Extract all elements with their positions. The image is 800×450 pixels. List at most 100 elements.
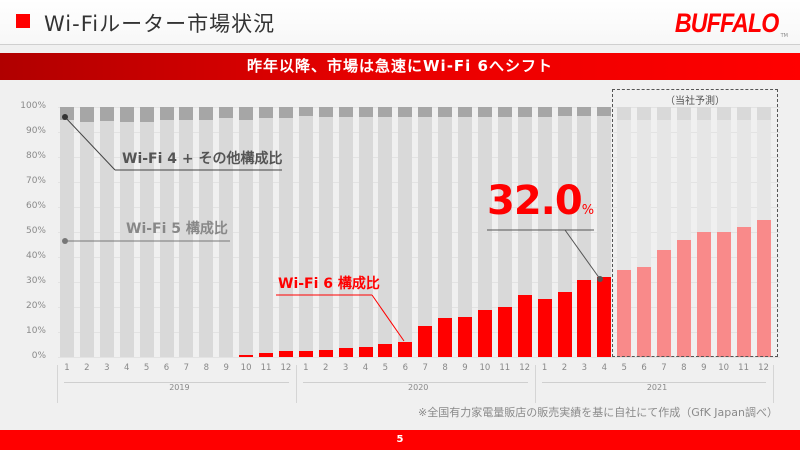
x-month-label: 2 [322,363,329,373]
wifi4-bar [597,107,612,116]
x-month-label: 8 [203,363,209,373]
y-tick-label: 90% [25,126,46,136]
wifi5-bar [458,117,472,317]
highlight-number: 32.0 [487,178,583,224]
wifi5-bar [477,117,492,310]
wifi6-annotation: Wi-Fi 6 構成比 [278,276,380,292]
wifi5-bar [239,120,254,355]
x-year-label: 2021 [646,383,668,392]
wifi4-annotation: Wi-Fi 4 + その他構成比 [122,151,283,167]
x-month-label: 10 [718,363,730,373]
wifi4-bar [736,107,751,120]
highlight-value: 32.0% [487,178,594,224]
x-month-label: 10 [240,363,252,373]
wifi6-bar [756,219,771,357]
wifi4-bar [278,107,293,119]
x-month-label: 6 [163,363,170,373]
y-tick-label: 100% [20,101,46,111]
wifi5-bar [298,115,313,352]
wifi6-bar [597,277,612,357]
wifi5-bar [119,122,134,357]
x-month-label: 11 [738,363,749,373]
wifi6-bar [239,355,254,357]
wifi6-bar [497,307,512,357]
wifi4-bar [358,107,373,117]
wifi4-bar [159,107,174,120]
wifi4-bar [657,107,671,120]
wifi6-bar [557,292,572,357]
wifi4-bar [199,107,214,120]
forecast-region-box [612,89,778,357]
x-month-label: 6 [641,363,647,373]
x-month-label: 12 [519,363,531,373]
wifi6-bar [537,299,552,357]
wifi6-bar [716,232,731,357]
wifi4-bar [338,107,353,117]
wifi5-bar [537,116,552,299]
wifi5-bar [736,119,751,227]
wifi5-bar [219,118,234,357]
year-separator [534,365,536,403]
wifi4-bar [259,107,273,118]
x-month-label: 5 [382,363,389,373]
wifi6-bar [298,351,313,357]
buffalo-logo: BUFFALO [674,8,778,38]
slide-footer: 5 [0,430,800,450]
wifi6-bar [278,351,293,357]
page-number: 5 [396,434,404,445]
wifi5-bar [597,115,612,277]
y-tick-label: 10% [25,326,46,336]
year-bracket-line [541,382,767,383]
x-month-label: 3 [104,363,110,373]
x-month-label: 10 [479,363,491,373]
y-tick-label: 40% [25,251,46,261]
wifi6-bar [477,309,492,357]
wifi5-bar [60,119,74,357]
year-bracket-line [302,382,528,383]
y-tick-label: 60% [25,201,46,211]
wifi4-bar [617,107,632,120]
wifi6-bar [338,348,353,357]
wifi4-bar [696,107,711,120]
source-footnote: ※全国有力家電量販店の販売実績を基に自社にて作成（GfK Japan調べ） [417,406,778,419]
wifi4-bar [756,107,771,120]
headline-banner: 昨年以降、市場は急速にWi-Fi 6へシフト [0,53,800,80]
wifi5-bar [99,120,114,357]
x-month-label: 9 [223,363,229,373]
wifi5-bar [259,118,273,353]
x-month-label: 8 [442,363,448,373]
wifi5-bar [179,119,194,357]
wifi6-bar [418,325,433,357]
wifi5-bar [756,119,771,220]
year-separator [295,365,297,403]
y-tick-label: 80% [25,151,46,161]
wifi5-bar [716,119,731,232]
page-title: Wi-Fiルーター市場状況 [44,12,276,36]
wifi5-bar [418,117,433,326]
wifi4-bar [438,107,453,117]
wifi6-bar [378,344,393,357]
x-month-label: 3 [581,363,588,373]
wifi4-bar [458,107,472,117]
wifi6-bar [458,317,472,357]
wifi5-bar [617,119,632,270]
x-month-label: 12 [758,363,769,373]
wifi5-bar [637,119,652,267]
wifi5-bar [358,117,373,347]
y-tick-label: 30% [25,276,46,286]
wifi4-bar [79,107,94,122]
y-tick-label: 20% [25,301,46,311]
wifi5-bar [159,119,174,357]
title-square-icon [16,14,30,28]
wifi5-bar [497,117,512,307]
wifi6-bar [358,346,373,357]
x-month-label: 7 [422,363,428,373]
wifi4-bar [398,107,413,117]
wifi4-bar [418,107,433,117]
trademark-mark: TM [780,33,788,39]
wifi5-annotation: Wi-Fi 5 構成比 [126,221,228,237]
wifi5-bar [438,117,453,319]
wifi4-bar [239,107,254,120]
wifi4-bar [497,107,512,117]
wifi5-bar [278,118,293,352]
